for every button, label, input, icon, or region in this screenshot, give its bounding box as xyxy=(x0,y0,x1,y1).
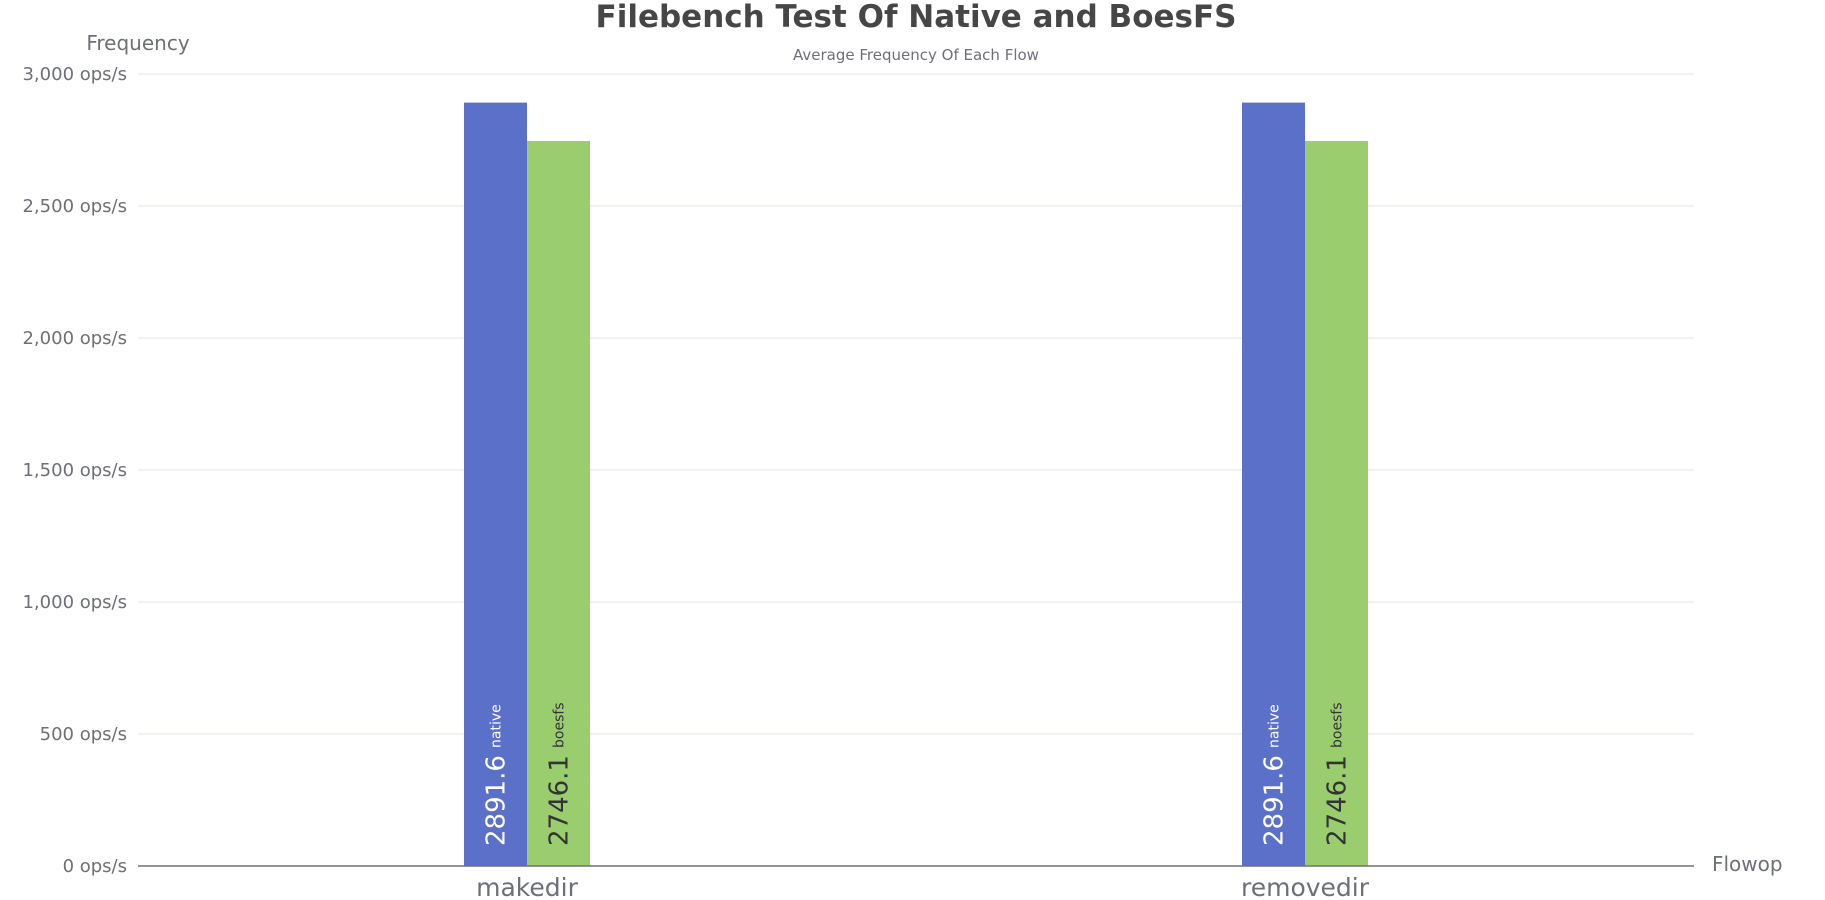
y-tick-label: 0 ops/s xyxy=(63,856,127,877)
bar-series-label: native xyxy=(1267,704,1283,748)
chart-title: Filebench Test Of Native and BoesFS xyxy=(596,0,1237,35)
x-tick-label: removedir xyxy=(1241,873,1370,900)
y-axis-ticks: 0 ops/s 500 ops/s 1,000 ops/s 1,500 ops/s 2,… xyxy=(22,64,127,877)
bar-series-label: boesfs xyxy=(1330,702,1346,748)
grid-lines xyxy=(138,73,1694,735)
bar-boesfs-removedir xyxy=(1305,141,1368,866)
bar-boesfs-makedir xyxy=(527,141,590,866)
bar-value-label: 2746.1 xyxy=(1323,755,1353,846)
bar-value-label: 2891.6 xyxy=(1260,755,1290,846)
chart-subtitle: Average Frequency Of Each Flow xyxy=(793,46,1039,64)
data-labels: 2891.6 native 2746.1 boesfs 2891.6 native 2746… xyxy=(482,702,1353,846)
y-tick-label: 2,000 ops/s xyxy=(22,328,127,349)
bar-native-makedir xyxy=(464,102,527,866)
y-tick-label: 2,500 ops/s xyxy=(22,196,127,217)
y-tick-label: 3,000 ops/s xyxy=(22,64,127,85)
bar-series-label: native xyxy=(489,704,505,748)
bar-value-label: 2891.6 xyxy=(482,755,512,846)
bars xyxy=(464,102,1368,866)
x-axis-ticks: makedir removedir xyxy=(476,873,1370,900)
x-tick-label: makedir xyxy=(476,873,578,900)
y-tick-label: 1,000 ops/s xyxy=(22,592,127,613)
bar-series-label: boesfs xyxy=(552,702,568,748)
y-axis-label: Frequency xyxy=(86,31,189,55)
y-tick-label: 500 ops/s xyxy=(40,724,127,745)
y-tick-label: 1,500 ops/s xyxy=(22,460,127,481)
bar-value-label: 2746.1 xyxy=(545,755,575,846)
bar-native-removedir xyxy=(1242,102,1305,866)
x-axis-label: Flowop xyxy=(1712,852,1783,876)
